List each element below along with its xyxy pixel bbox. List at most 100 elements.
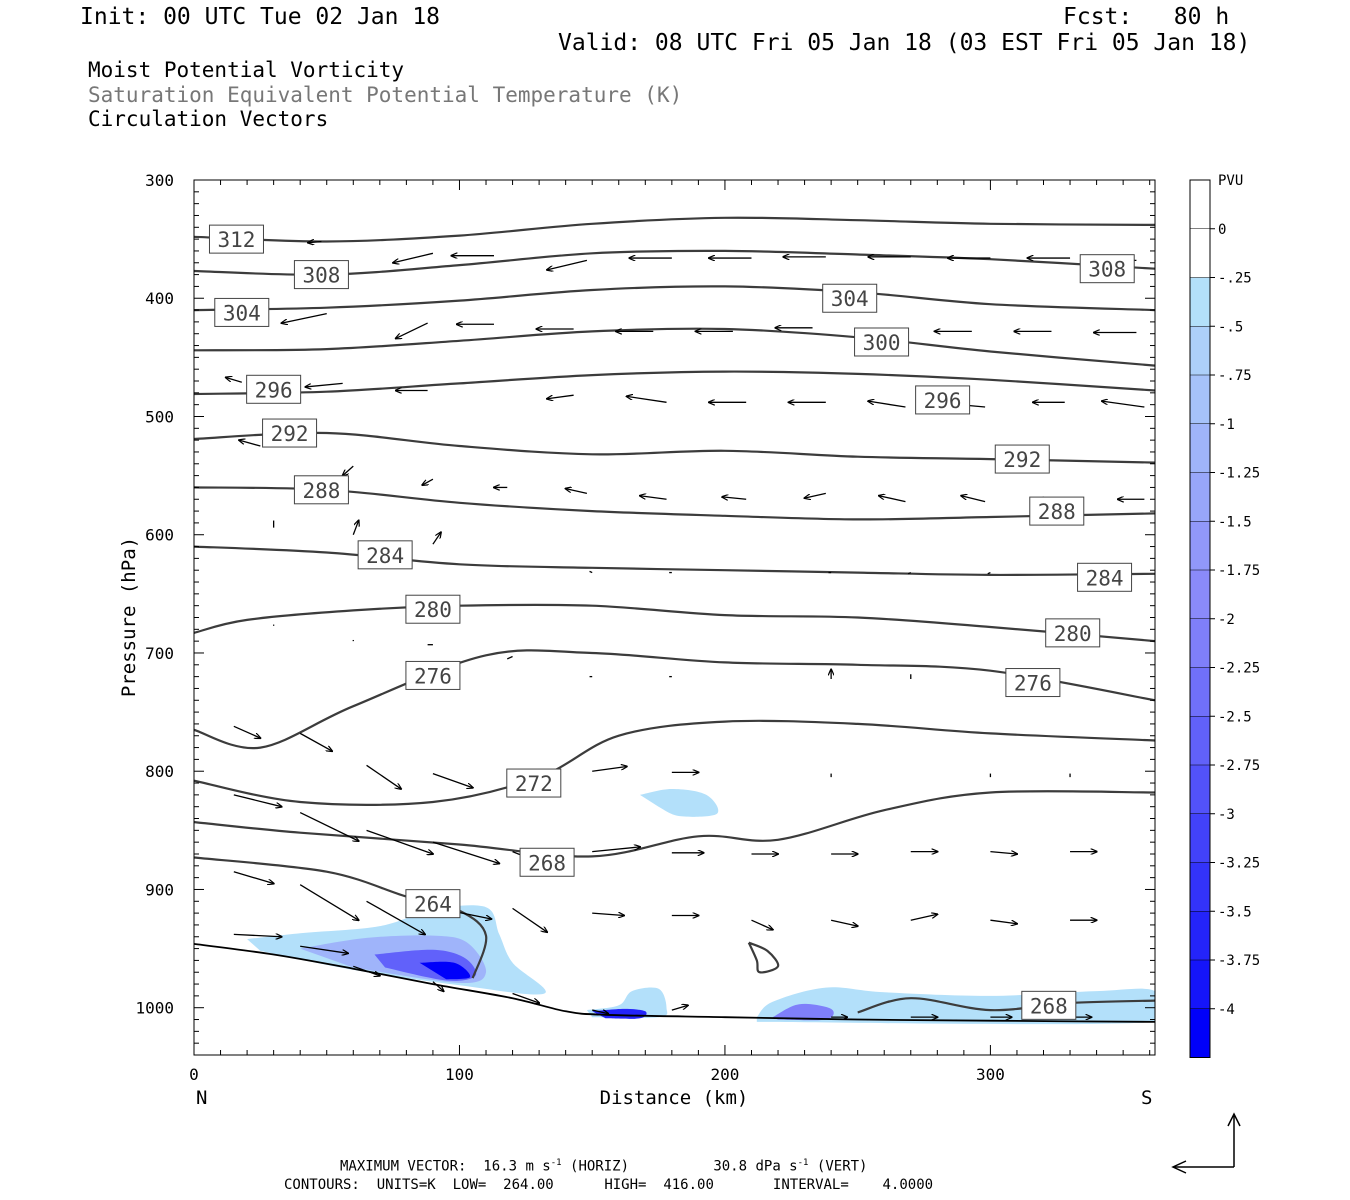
svg-text:280: 280 <box>1054 622 1092 646</box>
vector-48 <box>352 521 358 535</box>
colorbar-tick-label: -3 <box>1218 807 1235 823</box>
horiz-value: 16.3 m s <box>483 1158 551 1175</box>
svg-text:284: 284 <box>366 544 404 568</box>
colorbar-swatch-11 <box>1190 716 1210 765</box>
colorbar-swatch-1 <box>1190 228 1210 278</box>
vert-value: 30.8 dPa s <box>713 1158 798 1175</box>
contour-label-296: 296 <box>246 374 302 404</box>
x-axis-title: Distance (km) <box>600 1087 749 1109</box>
pv-region-3 <box>419 961 471 980</box>
contour-interval: INTERVAL= 4.0000 <box>772 1177 934 1193</box>
colorbar-swatch-6 <box>1190 472 1210 522</box>
svg-text:276: 276 <box>414 664 452 688</box>
vector-14 <box>396 322 428 338</box>
isentrope-contours <box>194 216 1155 1014</box>
vector-27 <box>547 394 574 399</box>
vector-106 <box>353 965 380 975</box>
contour-label-288: 288 <box>293 475 349 505</box>
colorbar-tick-label: -2.75 <box>1218 758 1260 774</box>
svg-text:276: 276 <box>1014 672 1052 696</box>
vector-96 <box>512 907 548 932</box>
isentrope-268-11 <box>194 790 1155 858</box>
vert-unit: (VERT) <box>816 1158 868 1175</box>
contour-label-292: 292 <box>262 418 318 448</box>
field-title-vectors: Circulation Vectors <box>88 107 329 131</box>
ground-surface <box>194 943 1155 1023</box>
vector-85 <box>592 847 640 853</box>
colorbar-tick-label: 0 <box>1218 222 1226 238</box>
isentrope-304-2 <box>194 285 1155 312</box>
contour-label-304: 304 <box>214 297 270 327</box>
isentrope-296-4 <box>194 370 1155 396</box>
y-tick-label-900: 900 <box>145 880 174 899</box>
endpoint-left-label: N <box>196 1087 207 1109</box>
contour-label-292: 292 <box>994 444 1050 474</box>
colorbar-tick-label: -2.25 <box>1218 661 1260 677</box>
isentrope-312-0 <box>194 216 1155 243</box>
vector-105 <box>300 945 348 953</box>
x-tick-label-0: 0 <box>189 1065 199 1084</box>
contour-high: HIGH= 416.00 <box>604 1177 714 1193</box>
svg-text:308: 308 <box>302 264 340 288</box>
vector-4 <box>547 259 588 269</box>
y-axis-title: Pressure (hPa) <box>118 537 140 697</box>
vector-92 <box>233 871 274 884</box>
colorbar-tick-label: -2 <box>1218 612 1235 628</box>
colorbar-tick-label: -1.75 <box>1218 563 1260 579</box>
vector-80 <box>233 794 282 807</box>
svg-text:292: 292 <box>1003 448 1041 472</box>
colorbar-tick-label: -3.25 <box>1218 856 1260 872</box>
colorbar-tick-label: -.5 <box>1218 319 1243 335</box>
contour-label-284: 284 <box>357 540 413 570</box>
isentrope-272-14 <box>747 941 780 974</box>
x-tick-label-300: 300 <box>976 1065 1005 1084</box>
svg-text:268: 268 <box>528 851 566 875</box>
vector-104 <box>233 934 282 936</box>
contour-label-308: 308 <box>293 260 349 290</box>
plot-frame <box>193 179 1156 1056</box>
colorbar-swatch-12 <box>1190 765 1210 814</box>
isentrope-276-9 <box>194 649 1155 750</box>
colorbar-swatch-3 <box>1190 326 1210 375</box>
vector-24 <box>226 377 242 383</box>
colorbar-tick-label: -1.25 <box>1218 466 1260 482</box>
vert-exponent: -1 <box>797 1158 809 1168</box>
contour-label-284: 284 <box>1077 562 1133 592</box>
vector-101 <box>910 914 938 921</box>
vector-71 <box>432 772 473 788</box>
endpoint-right-label: S <box>1141 1087 1152 1109</box>
horiz-unit: (HORIZ) <box>570 1158 630 1175</box>
colorbar-swatch-0 <box>1190 180 1210 229</box>
vector-31 <box>868 401 906 408</box>
max-vector-line: MAXIMUM VECTOR: 16.3 m s -1 (HORIZ) 30.8 … <box>340 1158 867 1175</box>
contours-label: CONTOURS: <box>284 1177 360 1193</box>
vector-102 <box>990 919 1017 924</box>
vector-43 <box>879 496 906 503</box>
colorbar-tick-label: -4 <box>1218 1002 1235 1018</box>
svg-text:312: 312 <box>218 228 256 252</box>
y-tick-label-1000: 1000 <box>135 999 174 1018</box>
colorbar-swatch-8 <box>1190 570 1210 619</box>
isentrope-280-8 <box>194 603 1155 643</box>
colorbar-unit: PVU <box>1218 173 1243 189</box>
pv-colorbar: 0 -.25 -.5 -.75 -1 -1.25 -1.5 -1.75 -2 -2.25 -2.5 -… <box>1189 179 1260 1058</box>
colorbar-swatch-2 <box>1190 277 1210 327</box>
axes: 300 400 500 600 700 800 900 1000 0 100 200 300 <box>135 171 1155 1084</box>
y-tick-label-700: 700 <box>145 644 174 663</box>
svg-text:296: 296 <box>924 389 962 413</box>
contour-label-268: 268 <box>1021 990 1077 1020</box>
contours-line: CONTOURS: UNITS=K LOW= 264.00 HIGH= 416.… <box>284 1177 933 1193</box>
svg-text:292: 292 <box>271 422 309 446</box>
contour-label-300: 300 <box>854 327 910 357</box>
contour-label-280: 280 <box>1045 618 1101 648</box>
x-tick-label-100: 100 <box>445 1065 474 1084</box>
contour-label-276: 276 <box>1005 668 1061 698</box>
pv-shading <box>247 789 1155 1025</box>
svg-text:264: 264 <box>414 893 452 917</box>
vector-49 <box>432 532 441 545</box>
contour-label-268: 268 <box>519 847 575 877</box>
vector-110 <box>671 1005 688 1011</box>
max-vector-label: MAXIMUM VECTOR: <box>340 1158 467 1175</box>
svg-text:284: 284 <box>1086 566 1124 590</box>
